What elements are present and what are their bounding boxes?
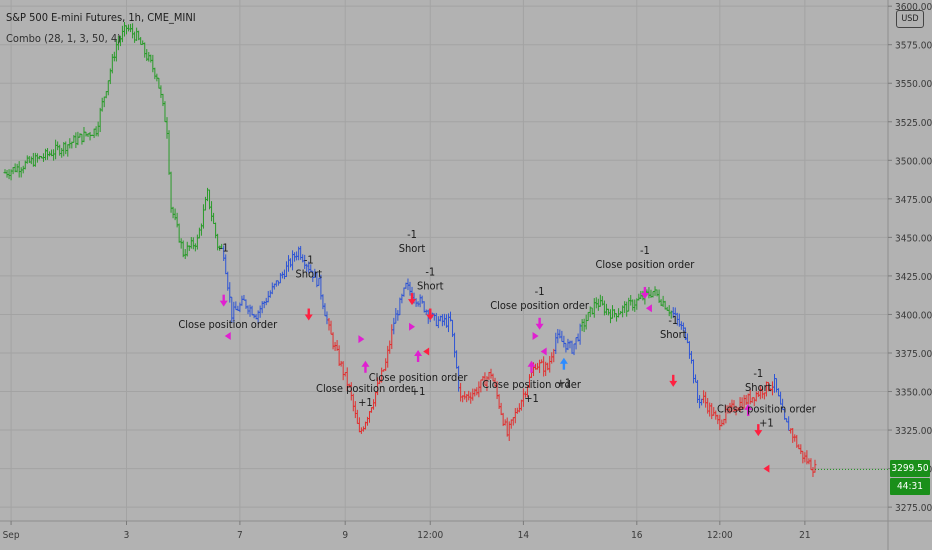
time-axis-label: Sep <box>3 530 20 541</box>
signal-label: -1 <box>668 314 678 327</box>
signal-label: Close position order <box>490 299 590 312</box>
price-axis-label: 3325.00 <box>895 426 932 437</box>
signal-arrow-up-head <box>361 360 370 367</box>
signal-arrow-down-head <box>304 314 313 321</box>
signal-arrow-up-head <box>527 360 536 367</box>
signal-triangle-left <box>224 332 231 341</box>
price-axis-label: 3275.00 <box>895 503 932 514</box>
signal-arrow-up-head <box>559 357 568 364</box>
time-axis-label: 16 <box>631 530 643 541</box>
time-axis-label: 12:00 <box>417 530 443 541</box>
signal-triangle-left <box>540 347 547 356</box>
signal-label: Close position order <box>717 403 817 416</box>
price-axis-label: 3475.00 <box>895 195 932 206</box>
time-axis-label: 14 <box>518 530 530 541</box>
countdown-tag: 44:31 <box>890 478 930 496</box>
price-axis-label: 3375.00 <box>895 349 932 360</box>
signal-label: +1 <box>411 385 426 398</box>
signal-triangle-right <box>358 335 365 344</box>
signal-arrow-up-head <box>414 349 423 356</box>
last-price-tag: 3299.50 <box>890 460 930 478</box>
signal-arrow-up <box>746 407 750 416</box>
signal-label: Short <box>745 381 772 394</box>
signal-arrow-down <box>757 424 760 433</box>
price-axis-label: 3525.00 <box>895 118 932 129</box>
signal-arrow-down <box>222 294 225 303</box>
signal-label: -1 <box>219 242 229 255</box>
signal-label: Close position order <box>369 371 469 384</box>
signal-label: -1 <box>535 285 545 298</box>
signal-label: Short <box>295 268 322 281</box>
signal-label: -1 <box>304 254 314 267</box>
signal-arrow-down-head <box>426 314 435 321</box>
signal-arrow-down-head <box>408 299 417 306</box>
signal-label: Close position order <box>178 318 278 331</box>
time-axis-label: 21 <box>799 530 810 541</box>
signal-arrow-down-head <box>754 430 763 437</box>
signal-triangle-right <box>409 322 416 331</box>
indicator-legend[interactable]: Combo (28, 1, 3, 50, 4) <box>6 32 122 45</box>
signal-label: +1 <box>358 396 373 409</box>
price-axis-label: 3600.00 <box>895 2 932 13</box>
signal-arrow-down <box>307 308 310 317</box>
signal-arrow-up <box>364 364 367 373</box>
signal-label: Close position order <box>316 382 416 395</box>
signal-arrow-down <box>429 308 432 317</box>
signal-label: -1 <box>640 244 650 257</box>
price-axis-label: 3575.00 <box>895 41 932 52</box>
signal-triangle-left <box>763 464 770 473</box>
price-axis-label: 3500.00 <box>895 156 932 167</box>
signal-triangle-right <box>532 332 539 341</box>
signal-arrow-down <box>672 374 675 383</box>
signal-arrow-up <box>530 364 533 373</box>
time-axis-label: 12:00 <box>707 530 733 541</box>
signal-label: Short <box>399 242 426 255</box>
signal-label: -1 <box>753 367 763 380</box>
currency-button[interactable]: USD <box>896 10 924 28</box>
signal-label: +1 <box>557 377 572 390</box>
signal-arrow-down-head <box>669 380 678 387</box>
signal-arrow-down-head <box>640 292 649 299</box>
symbol-title: S&P 500 E-mini Futures, 1h, CME_MINI <box>6 11 196 24</box>
signal-arrow-down <box>410 293 414 302</box>
signal-triangle-left <box>645 304 652 313</box>
signal-label: -1 <box>425 266 435 279</box>
signal-arrow-down <box>538 317 541 326</box>
signal-label: +1 <box>759 417 774 430</box>
price-axis-label: 3425.00 <box>895 272 932 283</box>
signal-arrow-down-head <box>219 300 228 307</box>
signal-arrow-up-head <box>744 403 753 410</box>
signal-label: Close position order <box>595 258 695 271</box>
price-axis-label: 3400.00 <box>895 310 932 321</box>
signal-label: Short <box>660 328 687 341</box>
price-axis-label: 3450.00 <box>895 233 932 244</box>
price-axis-label: 3550.00 <box>895 79 932 90</box>
signal-label: +1 <box>524 392 539 405</box>
time-axis-label: 7 <box>237 530 243 541</box>
signal-triangle-left <box>423 347 430 356</box>
signal-arrow-down-head <box>535 323 544 330</box>
signal-arrow-up <box>416 353 420 362</box>
signal-label: Short <box>417 280 444 293</box>
signal-label: Close position order <box>482 378 582 391</box>
time-axis-label: 9 <box>342 530 348 541</box>
signal-arrow-down <box>643 286 647 295</box>
time-axis-label: 3 <box>124 530 130 541</box>
price-axis-label: 3350.00 <box>895 388 932 399</box>
signal-label: -1 <box>407 228 417 241</box>
signal-arrow-up <box>562 361 566 370</box>
